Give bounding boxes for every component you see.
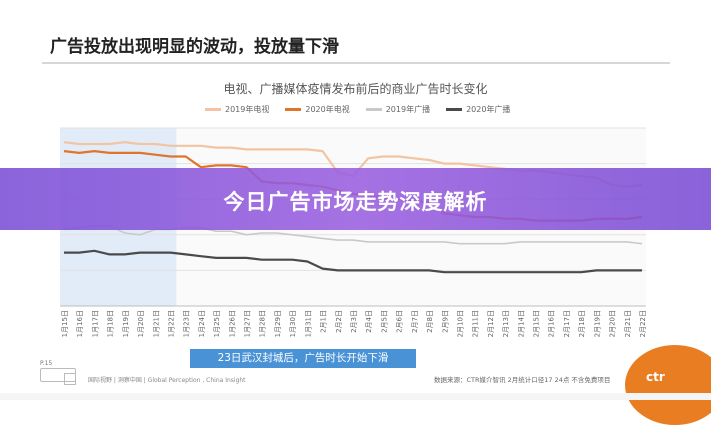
data-source: 数据来源：CTR媒介智讯 2月统计口径17 24点 不含免费项目 [434,376,611,384]
x-tick-label: 2月4日 [365,310,373,333]
x-tick-label: 2月21日 [624,310,632,337]
x-tick-label: 2月19日 [593,310,601,337]
chart-title: 电视、广播媒体疫情发布前后的商业广告时长变化 [223,82,488,96]
page-number: P.15 [40,360,53,367]
legend-swatch-2020radio [446,108,463,111]
series-line-2020radio [64,249,642,274]
slide-title: 广告投放出现明显的波动，投放量下滑 [50,37,339,57]
legend-item-2019tv: 2019年电视 [205,104,269,115]
x-tick-label: 1月29日 [274,310,282,337]
x-tick-label: 1月26日 [228,310,236,337]
x-tick-label: 2月22日 [639,310,647,337]
x-tick-label: 2月2日 [335,310,343,333]
legend-swatch-2019tv [205,108,221,111]
x-tick-label: 2月9日 [441,310,449,333]
x-tick-label: 2月13日 [502,310,510,337]
legend-swatch-2019radio [365,108,382,111]
footer-tagline: 国际视野 | 洞察中国 | Global Perception , China … [88,377,246,384]
x-tick-label: 2月7日 [411,310,419,333]
x-tick-label: 1月27日 [244,310,252,337]
callout-note: 23日武汉封城后，广告时长开始下滑 [190,349,416,368]
x-tick-label: 2月8日 [426,310,434,333]
x-tick-label: 1月16日 [76,310,84,337]
legend-swatch-2020tv [285,108,302,111]
x-tick-label: 2月15日 [533,310,541,337]
x-tick-label: 2月14日 [517,310,525,337]
legend-label-2019radio: 2019年广播 [385,105,431,114]
legend-item-2020radio: 2020年广播 [446,104,510,115]
legend-label-2020radio: 2020年广播 [466,105,511,114]
x-tick-label: 1月18日 [107,310,115,337]
x-tick-label: 1月24日 [198,310,206,337]
x-tick-label: 2月18日 [578,310,586,337]
x-tick-label: 2月6日 [396,310,404,333]
x-tick-label: 1月30日 [289,310,297,337]
x-tick-label: 1月31日 [304,310,312,337]
banner [0,168,711,230]
x-tick-label: 1月23日 [183,310,191,337]
title-divider [42,62,670,64]
qr-icon [64,373,76,385]
x-tick-label: 1月20日 [137,310,145,337]
x-tick-label: 1月22日 [167,310,175,337]
x-tick-label: 2月5日 [380,310,388,333]
legend-item-2020tv: 2020年电视 [285,104,350,115]
x-tick-label: 2月12日 [487,310,495,337]
banner-title: 今日广告市场走势深度解析 [223,190,488,214]
x-tick-label: 1月17日 [91,310,99,337]
chart-legend: 2019年电视 2020年电视 2019年广播 2020年广播 [205,104,510,115]
ctr-logo-icon [625,345,711,425]
x-tick-label: 1月15日 [61,310,69,337]
x-tick-label: 1月25日 [213,310,221,337]
x-tick-label: 2月10日 [456,310,464,337]
legend-item-2019radio: 2019年广播 [365,104,431,115]
x-tick-label: 1月19日 [122,310,130,337]
x-tick-label: 2月3日 [350,310,358,333]
ctr-logo-text: ctr [646,370,665,384]
x-tick-label: 2月17日 [563,310,571,337]
bottom-edge [0,393,711,400]
x-tick-label: 2月16日 [548,310,556,337]
x-tick-label: 2月20日 [609,310,617,337]
legend-label-2020tv: 2020年电视 [305,105,350,114]
x-tick-label: 1月21日 [152,310,160,337]
legend-label-2019tv: 2019年电视 [225,105,270,114]
x-tick-label: 2月11日 [472,310,480,337]
x-tick-label: 2月1日 [320,310,328,333]
x-tick-label: 1月28日 [259,310,267,337]
